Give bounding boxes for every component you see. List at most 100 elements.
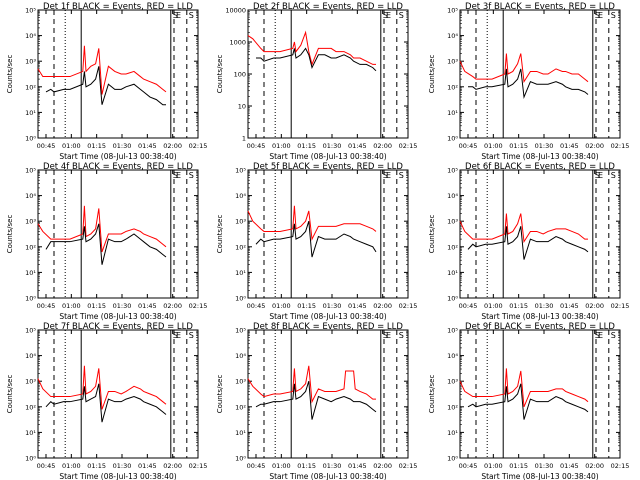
y-tick-label: 10¹ <box>25 269 36 277</box>
segment-tag: S <box>189 171 194 180</box>
y-tick-label: 10² <box>25 403 36 411</box>
segment-tag: S <box>383 11 388 20</box>
x-tick-label: 02:00 <box>585 462 604 470</box>
lld-series-line <box>37 205 167 253</box>
segment-tag: S <box>399 11 404 20</box>
y-tick-label: 10³ <box>25 58 36 66</box>
segment-tag: S <box>173 11 178 20</box>
x-tick-label: 01:30 <box>323 462 342 470</box>
x-tick-label: 01:45 <box>560 142 579 150</box>
y-tick-label: 10³ <box>447 218 458 226</box>
y-tick-label: 10⁴ <box>25 352 36 360</box>
x-tick-label: 02:00 <box>373 142 392 150</box>
plot-frame <box>37 9 199 139</box>
plot-frame <box>247 329 409 459</box>
y-tick-label: 10² <box>447 403 458 411</box>
segment-tag: E <box>386 171 391 180</box>
segment-tag: E <box>598 331 603 340</box>
x-tick-label: 01:30 <box>323 302 342 310</box>
plot-frame <box>459 9 621 139</box>
x-tick-label: 01:00 <box>62 462 81 470</box>
chart-title: Det 6f BLACK = Events, RED = LLD <box>465 162 615 172</box>
y-tick-label: 10⁰ <box>25 295 36 303</box>
y-tick-label: 10¹ <box>235 429 246 437</box>
x-tick-label: 00:45 <box>459 462 478 470</box>
segment-tag: S <box>383 331 388 340</box>
x-tick-label: 01:00 <box>62 302 81 310</box>
x-axis-label: Start Time (08-Jul-13 00:38:40) <box>59 152 176 161</box>
y-axis-label: Counts/sec <box>216 55 224 94</box>
y-tick-label: 10⁰ <box>235 455 246 463</box>
y-tick-label: 10⁵ <box>235 167 246 175</box>
y-tick-label: 10³ <box>235 218 246 226</box>
y-tick-label: 10² <box>25 243 36 251</box>
y-tick-label: 1000 <box>229 39 246 47</box>
chart-panel-6: Det 6f BLACK = Events, RED = LLD Counts/s… <box>428 162 629 321</box>
lld-series-line <box>37 45 167 95</box>
y-axis-label: Counts/sec <box>216 375 224 414</box>
y-tick-label: 10⁵ <box>235 327 246 335</box>
y-tick-label: 100 <box>234 71 246 79</box>
y-tick-label: 10 <box>238 103 246 111</box>
y-axis-label: Counts/sec <box>428 215 436 254</box>
chart-title: Det 8f BLACK = Events, RED = LLD <box>253 322 403 332</box>
x-tick-label: 01:15 <box>297 142 316 150</box>
events-series-line <box>45 66 166 106</box>
x-tick-label: 01:30 <box>535 302 554 310</box>
y-axis-label: Counts/sec <box>6 375 14 414</box>
y-tick-label: 10⁴ <box>235 192 246 200</box>
y-tick-label: 10⁴ <box>25 192 36 200</box>
events-series-line <box>255 221 377 258</box>
y-tick-label: 10⁰ <box>235 295 246 303</box>
x-tick-label: 02:15 <box>399 302 418 310</box>
x-tick-label: 02:00 <box>373 302 392 310</box>
y-tick-label: 10000 <box>225 7 246 15</box>
x-tick-label: 01:15 <box>87 462 106 470</box>
chart-title: Det 7f BLACK = Events, RED = LLD <box>43 322 193 332</box>
x-axis-label: Start Time (08-Jul-13 00:38:40) <box>481 472 598 480</box>
segment-tag: S <box>611 171 616 180</box>
x-tick-label: 01:00 <box>484 142 503 150</box>
y-tick-label: 10¹ <box>25 109 36 117</box>
x-tick-label: 01:30 <box>113 302 132 310</box>
x-tick-label: 02:15 <box>611 462 630 470</box>
x-tick-label: 01:45 <box>138 142 157 150</box>
y-tick-label: 10³ <box>447 58 458 66</box>
plot-frame <box>37 329 199 459</box>
x-tick-label: 02:00 <box>163 302 182 310</box>
x-tick-label: 02:00 <box>585 142 604 150</box>
y-tick-label: 10⁰ <box>25 135 36 143</box>
y-tick-label: 10¹ <box>447 269 458 277</box>
x-tick-label: 01:15 <box>509 302 528 310</box>
y-tick-label: 10⁵ <box>447 327 458 335</box>
x-tick-label: 02:15 <box>611 142 630 150</box>
x-tick-label: 01:15 <box>509 462 528 470</box>
lld-series-line <box>247 365 376 404</box>
y-tick-label: 10² <box>235 403 246 411</box>
y-tick-label: 10² <box>447 243 458 251</box>
y-tick-label: 10¹ <box>447 109 458 117</box>
segment-tag: E <box>598 11 603 20</box>
y-tick-label: 10² <box>25 83 36 91</box>
x-tick-label: 00:45 <box>459 142 478 150</box>
x-tick-label: 01:15 <box>509 142 528 150</box>
x-tick-label: 01:00 <box>272 462 291 470</box>
x-tick-label: 01:30 <box>113 142 132 150</box>
y-tick-label: 10⁰ <box>447 135 458 143</box>
events-series-line <box>256 47 377 72</box>
chart-title: Det 4f BLACK = Events, RED = LLD <box>43 162 193 172</box>
y-tick-label: 10¹ <box>235 269 246 277</box>
segment-tag: E <box>176 11 181 20</box>
x-tick-label: 01:00 <box>484 302 503 310</box>
x-tick-label: 00:45 <box>247 142 266 150</box>
x-tick-label: 01:45 <box>138 462 157 470</box>
chart-title: Det 9f BLACK = Events, RED = LLD <box>465 322 615 332</box>
lld-series-line <box>247 205 377 241</box>
chart-title: Det 1f BLACK = Events, RED = LLD <box>43 2 193 12</box>
y-tick-label: 10⁴ <box>447 32 458 40</box>
y-axis-label: Counts/sec <box>428 375 436 414</box>
chart-panel-9: Det 9f BLACK = Events, RED = LLD Counts/s… <box>428 322 629 480</box>
chart-panel-8: Det 8f BLACK = Events, RED = LLD Counts/s… <box>216 322 417 480</box>
segment-tag: E <box>386 11 391 20</box>
